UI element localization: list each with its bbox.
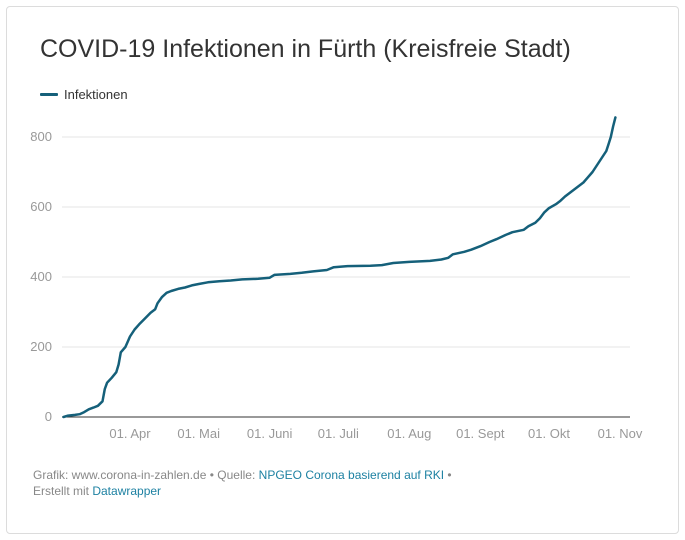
x-tick-label: 01. Okt (528, 426, 570, 441)
source-link[interactable]: NPGEO Corona basierend auf RKI (258, 468, 445, 482)
chart-title: COVID-19 Infektionen in Fürth (Kreisfrei… (40, 35, 571, 63)
x-tick-label: 01. Sept (456, 426, 505, 441)
footer-sep-2: • (444, 468, 452, 482)
x-tick-label: 01. Juli (318, 426, 359, 441)
x-tick-label: 01. Mai (177, 426, 220, 441)
footer-line-2: Erstellt mit Datawrapper (33, 483, 452, 499)
x-tick-label: 01. Apr (109, 426, 151, 441)
chart-footer: Grafik: www.corona-in-zahlen.de • Quelle… (33, 467, 452, 499)
x-tick-label: 01. Aug (387, 426, 431, 441)
y-tick-label: 200 (30, 339, 52, 354)
footer-grafik: Grafik: www.corona-in-zahlen.de (33, 468, 207, 482)
datawrapper-link[interactable]: Datawrapper (92, 484, 162, 498)
y-tick-label: 400 (30, 269, 52, 284)
series-lines (62, 116, 617, 419)
series-line-infektionen (62, 116, 617, 419)
y-tick-label: 0 (45, 409, 52, 424)
legend-label: Infektionen (64, 87, 128, 102)
footer-created: Erstellt mit (33, 484, 93, 498)
x-axis-ticks: 01. Apr 01. Mai 01. Juni 01. Juli 01. Aug 01.… (109, 426, 642, 441)
x-tick-label: 01. Nov (598, 426, 643, 441)
legend-swatch (40, 93, 58, 96)
y-tick-label: 600 (30, 199, 52, 214)
chart-card: COVID-19 Infektionen in Fürth (Kreisfrei… (6, 6, 679, 534)
x-tick-label: 01. Juni (247, 426, 293, 441)
gridlines (62, 136, 630, 418)
footer-line-1: Grafik: www.corona-in-zahlen.de • Quelle… (33, 467, 452, 483)
y-tick-label: 800 (30, 129, 52, 144)
footer-sep-1: • Quelle: (206, 468, 259, 482)
y-axis-ticks: 0 200 400 600 800 (30, 129, 52, 424)
legend: Infektionen (40, 87, 128, 102)
